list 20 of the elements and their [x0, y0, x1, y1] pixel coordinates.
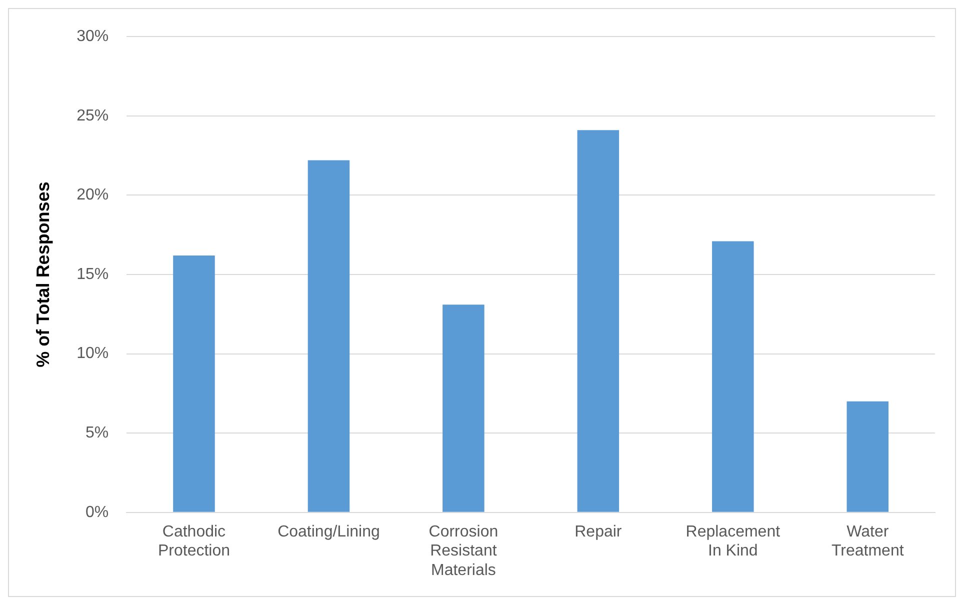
- bar: [712, 241, 754, 512]
- y-tick-label: 30%: [76, 28, 109, 46]
- x-tick-label: Water Treatment: [831, 523, 904, 560]
- bar: [308, 160, 350, 512]
- bar: [577, 130, 620, 512]
- y-axis-title: % of Total Responses: [32, 182, 53, 368]
- x-tick-label: Repair: [574, 523, 622, 540]
- y-tick-label: 15%: [76, 266, 109, 283]
- y-tick-label: 0%: [86, 504, 109, 521]
- x-tick-label: Coating/Lining: [278, 523, 380, 540]
- x-tick-label: Cathodic Protection: [158, 523, 230, 560]
- bar: [173, 255, 215, 512]
- y-tick-label: 5%: [86, 424, 109, 442]
- y-tick-label: 25%: [76, 107, 109, 124]
- x-tick-label: Corrosion Resistant Materials: [428, 523, 498, 579]
- bar: [846, 401, 889, 512]
- bar: [442, 304, 484, 512]
- y-tick-label: 10%: [76, 345, 109, 362]
- x-tick-label: Replacement In Kind: [686, 523, 781, 560]
- y-tick-label: 20%: [76, 186, 109, 204]
